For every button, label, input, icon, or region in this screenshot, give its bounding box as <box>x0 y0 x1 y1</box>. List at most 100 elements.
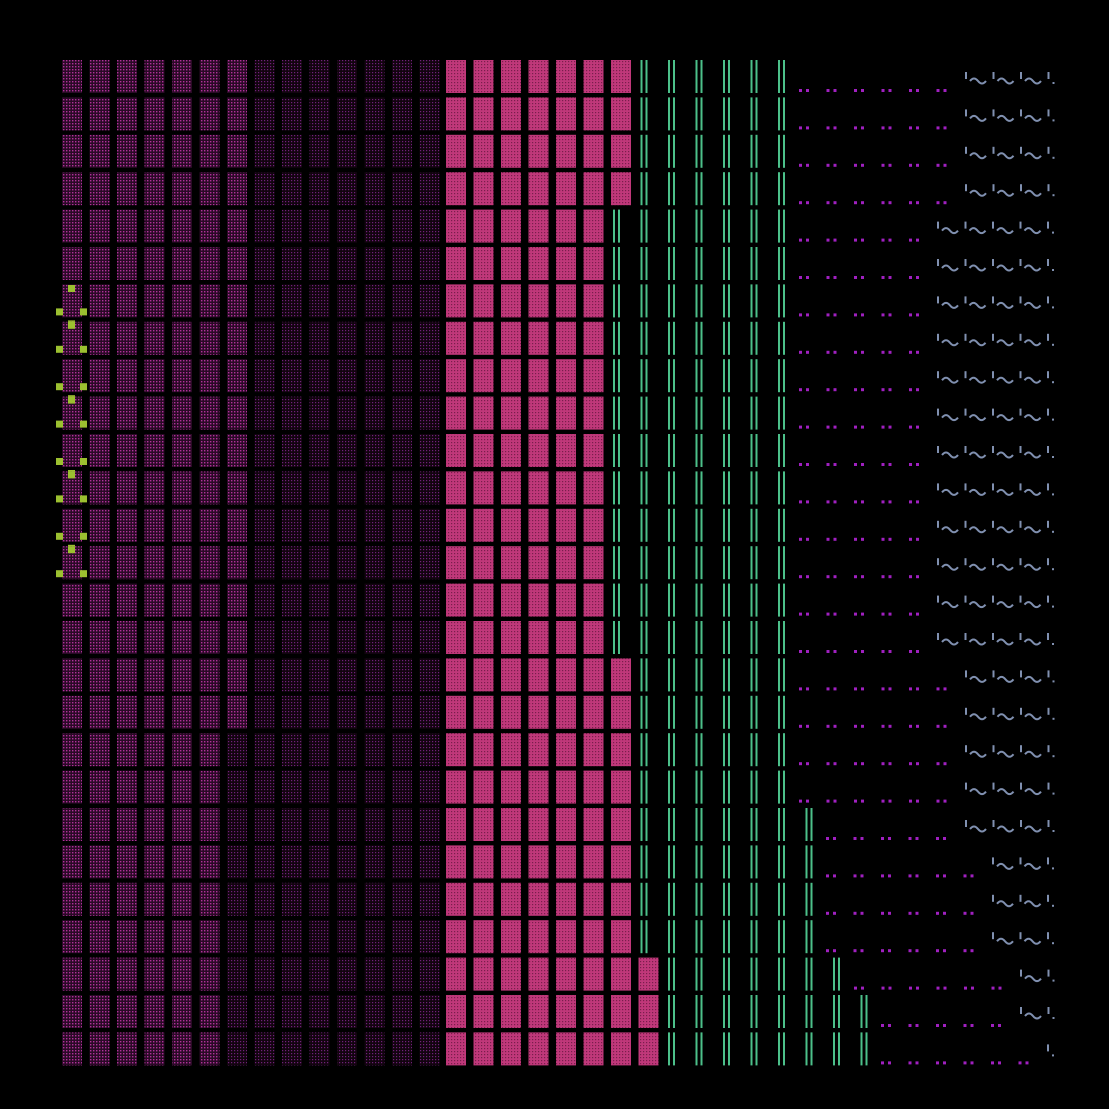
gray-tilde <box>941 376 959 384</box>
pink-block <box>501 209 521 243</box>
gray-tick <box>1019 296 1022 304</box>
dim-block <box>419 284 440 318</box>
green-bar <box>668 172 670 206</box>
purple-dot <box>916 388 919 392</box>
purple-dot <box>860 837 864 840</box>
dim-block <box>227 995 247 1028</box>
green-bar <box>728 845 730 879</box>
green-bar <box>723 695 725 729</box>
dim-block <box>419 1032 440 1066</box>
pink-block <box>473 471 494 505</box>
dim-block <box>254 60 275 93</box>
gray-dot <box>1052 979 1055 982</box>
pink-block <box>446 209 466 243</box>
green-bar <box>645 359 648 393</box>
purple-dot <box>833 874 836 878</box>
gray-tick <box>1019 633 1022 640</box>
purple-dot <box>943 724 947 728</box>
purple-dot <box>881 762 885 766</box>
gray-tick <box>1020 782 1022 790</box>
green-bar <box>723 471 725 505</box>
dim-block <box>392 695 412 729</box>
gray-tick <box>937 296 939 304</box>
gray-tick <box>965 820 967 827</box>
purple-dot <box>936 762 940 766</box>
gray-tick <box>1019 446 1022 453</box>
dim-block <box>144 97 165 131</box>
green-bar <box>778 621 780 654</box>
pink-block <box>556 920 576 954</box>
green-bar <box>750 321 753 355</box>
green-bar <box>640 695 643 729</box>
green-bar <box>673 209 675 243</box>
dim-block <box>419 434 440 467</box>
dim-block <box>227 658 247 692</box>
green-bar <box>723 434 725 467</box>
purple-dot <box>806 687 809 691</box>
gray-tilde <box>969 77 987 85</box>
green-bar <box>700 434 703 467</box>
green-bar <box>673 321 675 355</box>
pink-block <box>446 995 466 1028</box>
green-square <box>56 420 63 428</box>
purple-dot <box>916 762 919 766</box>
dim-block <box>227 1032 247 1066</box>
purple-dot <box>936 89 940 92</box>
green-bar <box>728 434 730 467</box>
gray-tilde <box>1023 862 1042 870</box>
green-bar <box>755 321 758 355</box>
dim-block <box>364 920 385 954</box>
dim-block <box>172 396 192 430</box>
green-bar <box>723 546 725 580</box>
dim-block <box>364 471 385 505</box>
dim-block <box>89 471 110 505</box>
dim-block <box>199 134 220 168</box>
green-bar <box>755 134 758 168</box>
dim-block <box>117 134 137 168</box>
green-bar <box>700 957 703 991</box>
purple-dot <box>861 89 864 92</box>
green-bar <box>645 508 648 542</box>
purple-dot <box>916 163 919 167</box>
green-bar <box>613 321 615 355</box>
pink-block <box>473 957 494 991</box>
dim-block <box>364 1032 385 1066</box>
green-bar <box>750 247 753 280</box>
green-square <box>80 532 87 540</box>
green-square <box>56 495 63 503</box>
green-bar <box>645 658 648 692</box>
green-bar <box>750 583 753 617</box>
dim-block <box>199 658 220 692</box>
green-bar <box>750 209 753 243</box>
pink-block <box>501 134 521 168</box>
green-bar <box>755 172 758 206</box>
green-bar <box>783 733 785 767</box>
dim-block <box>254 695 275 729</box>
gray-tilde <box>969 675 987 683</box>
purple-dot <box>826 500 830 504</box>
pink-block <box>501 770 521 804</box>
purple-dot <box>916 238 919 242</box>
gray-tick <box>992 520 994 528</box>
gray-dot <box>1052 1017 1055 1019</box>
gray-tilde <box>996 937 1014 945</box>
dim-block <box>337 508 357 542</box>
dim-block <box>364 134 385 168</box>
purple-dot <box>909 986 912 990</box>
pink-block <box>583 321 604 355</box>
gray-tilde <box>996 563 1014 571</box>
dim-block <box>199 995 220 1028</box>
purple-dot <box>833 762 837 766</box>
dim-block <box>117 60 137 93</box>
gray-tick <box>964 595 967 603</box>
green-square <box>68 471 75 479</box>
dim-block <box>117 882 137 916</box>
dim-block <box>89 284 110 318</box>
green-bar <box>755 284 758 318</box>
pink-block <box>446 546 466 580</box>
purple-dot <box>916 201 919 205</box>
green-bar <box>640 359 643 393</box>
pink-block <box>501 247 521 280</box>
purple-dot <box>888 650 892 653</box>
green-square <box>68 285 75 292</box>
